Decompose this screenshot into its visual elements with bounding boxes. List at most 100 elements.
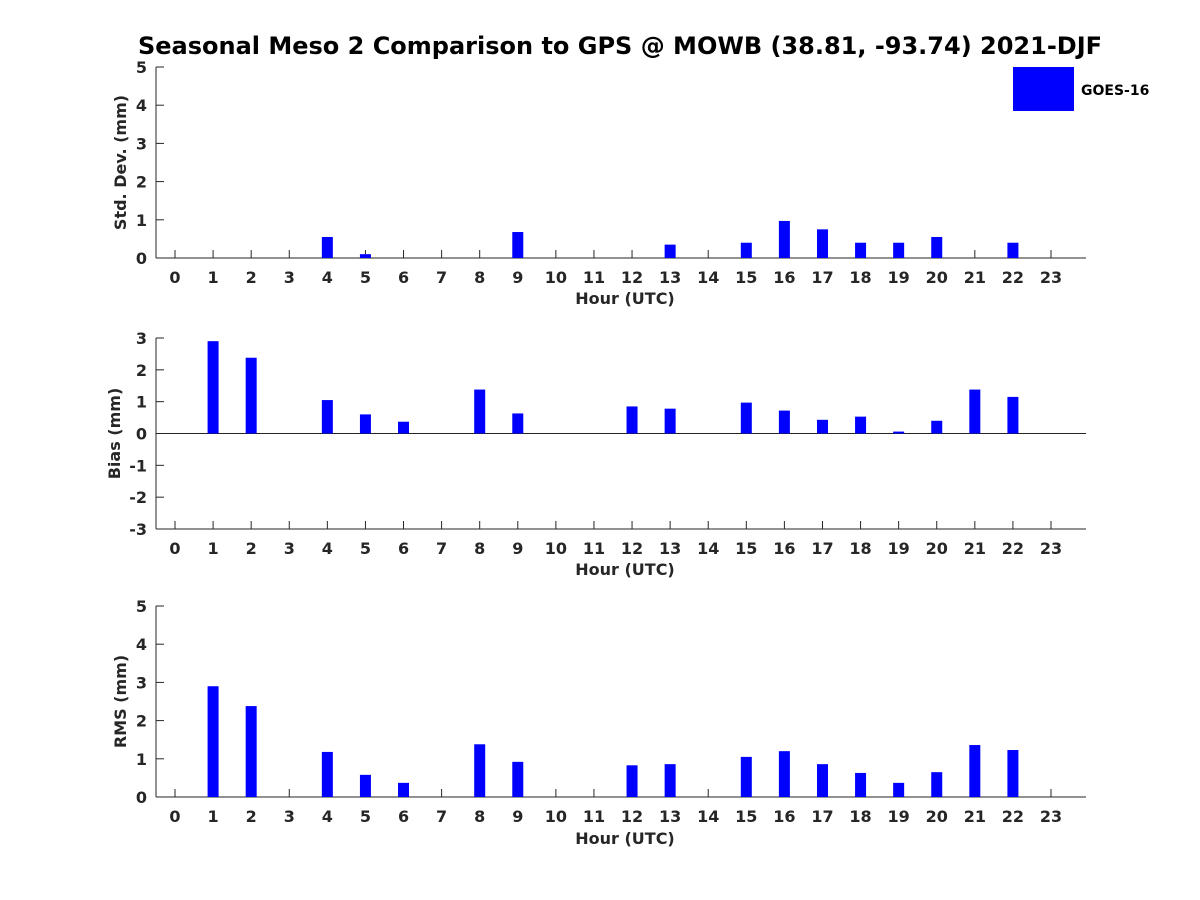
rms-x-tick-label: 12 — [621, 807, 643, 826]
rms-x-tick-label: 19 — [888, 807, 910, 826]
bias-y-tick-label: -3 — [129, 520, 147, 539]
rms-x-tick-label: 1 — [208, 807, 219, 826]
rms-bar — [207, 686, 219, 797]
rms-x-tick-label: 11 — [583, 807, 605, 826]
bias-x-tick-label: 20 — [926, 539, 948, 558]
std-dev-x-tick-label: 10 — [545, 268, 567, 287]
std-dev-bar — [1007, 242, 1019, 258]
bias-x-tick-label: 13 — [659, 539, 681, 558]
bias-x-tick-label: 21 — [964, 539, 986, 558]
rms-x-tick-label: 23 — [1040, 807, 1062, 826]
rms-x-tick-label: 0 — [169, 807, 180, 826]
bias-bar — [245, 357, 257, 434]
std-dev-bar — [359, 254, 371, 258]
rms-bar — [855, 772, 867, 797]
bias-bar — [778, 410, 790, 434]
rms-bar — [816, 764, 828, 797]
std-dev-x-tick-label: 23 — [1040, 268, 1062, 287]
bias-y-tick-label: -1 — [129, 456, 147, 475]
bias-x-tick-label: 14 — [697, 539, 719, 558]
bias-bar — [855, 416, 867, 434]
rms-x-tick-label: 13 — [659, 807, 681, 826]
bias-x-tick-label: 23 — [1040, 539, 1062, 558]
bias-x-tick-label: 16 — [773, 539, 795, 558]
std-dev-bar — [321, 236, 333, 258]
rms-y-tick-label: 5 — [136, 597, 147, 616]
bias-bar — [359, 414, 371, 434]
rms-x-axis-label: Hour (UTC) — [575, 829, 675, 848]
rms-x-tick-label: 16 — [773, 807, 795, 826]
rms-bar — [664, 764, 676, 797]
figure-title: Seasonal Meso 2 Comparison to GPS @ MOWB… — [138, 32, 1102, 60]
std-dev-y-tick-label: 1 — [136, 211, 147, 230]
rms-x-tick-label: 15 — [735, 807, 757, 826]
std-dev-bar — [778, 220, 790, 258]
rms-x-tick-label: 21 — [964, 807, 986, 826]
bias-x-tick-label: 9 — [512, 539, 523, 558]
bias-x-tick-label: 17 — [811, 539, 833, 558]
std-dev-x-tick-label: 19 — [888, 268, 910, 287]
bias-y-tick-label: -2 — [129, 488, 147, 507]
std-dev-x-tick-label: 21 — [964, 268, 986, 287]
legend-label: GOES-16 — [1081, 83, 1149, 99]
bias-bar — [740, 402, 752, 434]
std-dev-y-tick-label: 4 — [136, 96, 147, 115]
std-dev-x-tick-label: 3 — [284, 268, 295, 287]
rms-y-tick-label: 0 — [136, 788, 147, 807]
bias-bar — [207, 341, 219, 434]
rms-y-axis-label: RMS (mm) — [111, 655, 130, 748]
std-dev-bar — [855, 242, 867, 258]
std-dev-x-tick-label: 9 — [512, 268, 523, 287]
std-dev-y-axis-label: Std. Dev. (mm) — [111, 95, 130, 230]
bias-x-tick-label: 8 — [474, 539, 485, 558]
std-dev-x-tick-label: 2 — [246, 268, 257, 287]
bias-bar — [893, 431, 905, 434]
rms-x-tick-label: 3 — [284, 807, 295, 826]
bias-bar — [626, 406, 638, 434]
rms-x-tick-label: 10 — [545, 807, 567, 826]
rms-x-tick-label: 4 — [322, 807, 333, 826]
rms-bar — [778, 751, 790, 797]
std-dev-x-axis-label: Hour (UTC) — [575, 289, 675, 308]
bias-x-tick-label: 1 — [208, 539, 219, 558]
rms-y-tick-label: 1 — [136, 750, 147, 769]
rms-bar — [626, 765, 638, 797]
bias-y-tick-label: 2 — [136, 361, 147, 380]
rms-bar — [512, 761, 524, 797]
std-dev-y-tick-label: 0 — [136, 249, 147, 268]
rms-x-tick-label: 7 — [436, 807, 447, 826]
bias-bar — [321, 400, 333, 434]
std-dev-bar — [512, 232, 524, 258]
bias-x-tick-label: 7 — [436, 539, 447, 558]
std-dev-x-tick-label: 13 — [659, 268, 681, 287]
bias-y-tick-label: 0 — [136, 425, 147, 444]
std-dev-bar — [740, 242, 752, 258]
std-dev-x-tick-label: 20 — [926, 268, 948, 287]
std-dev-x-tick-label: 0 — [169, 268, 180, 287]
bias-x-tick-label: 22 — [1002, 539, 1024, 558]
rms-x-tick-label: 6 — [398, 807, 409, 826]
bias-x-tick-label: 2 — [246, 539, 257, 558]
std-dev-x-tick-label: 22 — [1002, 268, 1024, 287]
bias-bar — [512, 413, 524, 434]
bias-x-tick-label: 19 — [888, 539, 910, 558]
std-dev-x-tick-label: 7 — [436, 268, 447, 287]
legend-swatch — [1013, 67, 1074, 111]
std-dev-x-tick-label: 6 — [398, 268, 409, 287]
rms-bar — [398, 782, 410, 797]
rms-bar — [245, 706, 257, 797]
std-dev-x-tick-label: 16 — [773, 268, 795, 287]
rms-y-tick-label: 4 — [136, 635, 147, 654]
bias-bar — [664, 408, 676, 434]
bias-bar — [931, 420, 943, 434]
bias-x-tick-label: 11 — [583, 539, 605, 558]
bias-x-axis-label: Hour (UTC) — [575, 560, 675, 579]
std-dev-x-tick-label: 17 — [811, 268, 833, 287]
rms-y-tick-label: 2 — [136, 712, 147, 731]
bias-x-tick-label: 12 — [621, 539, 643, 558]
std-dev-x-tick-label: 11 — [583, 268, 605, 287]
bias-x-tick-label: 0 — [169, 539, 180, 558]
bias-bar — [474, 389, 486, 434]
